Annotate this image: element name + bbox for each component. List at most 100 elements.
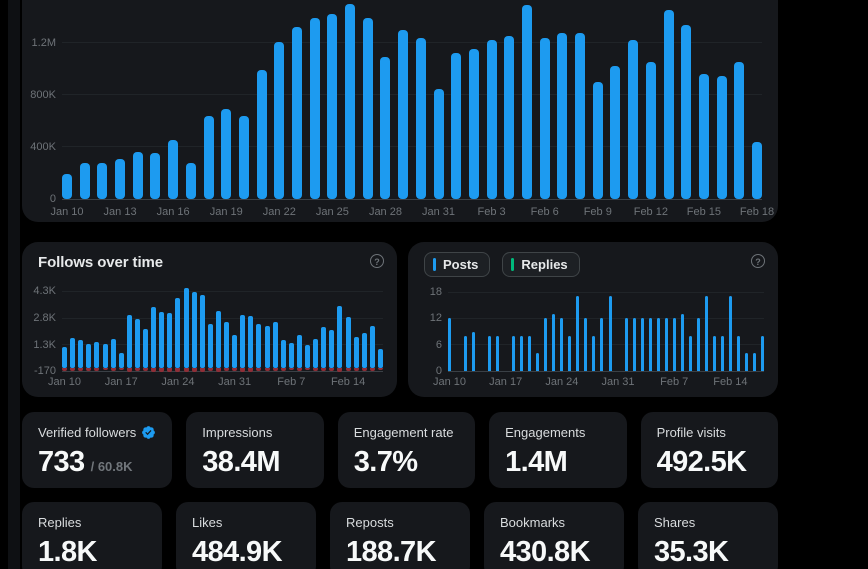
unfollows-bar[interactable] bbox=[78, 367, 84, 371]
posts-bar[interactable] bbox=[496, 335, 500, 371]
impressions-bar[interactable] bbox=[362, 18, 373, 199]
impressions-bar[interactable] bbox=[451, 53, 462, 199]
impressions-bar[interactable] bbox=[486, 40, 497, 199]
follows-bar[interactable] bbox=[70, 337, 76, 368]
unfollows-bar[interactable] bbox=[321, 367, 327, 371]
impressions-bar[interactable] bbox=[97, 162, 108, 199]
impressions-bar[interactable] bbox=[256, 70, 267, 199]
unfollows-bar[interactable] bbox=[264, 367, 270, 371]
unfollows-bar[interactable] bbox=[62, 367, 67, 371]
impressions-bar[interactable] bbox=[539, 37, 550, 199]
impressions-bar[interactable] bbox=[132, 152, 143, 199]
impressions-bar[interactable] bbox=[645, 62, 656, 199]
legend-chip-posts[interactable]: Posts bbox=[424, 252, 491, 277]
follows-bar[interactable] bbox=[224, 322, 230, 368]
follows-bar[interactable] bbox=[207, 323, 213, 368]
posts-bar[interactable] bbox=[728, 296, 732, 371]
posts-bar[interactable] bbox=[761, 335, 764, 371]
follows-bar[interactable] bbox=[134, 318, 140, 368]
posts-bar[interactable] bbox=[448, 318, 451, 371]
impressions-bar[interactable] bbox=[752, 141, 762, 199]
unfollows-bar[interactable] bbox=[272, 367, 278, 372]
posts-bar[interactable] bbox=[560, 318, 564, 371]
posts-bar[interactable] bbox=[472, 331, 476, 371]
impressions-bar[interactable] bbox=[716, 76, 727, 199]
impressions-bar[interactable] bbox=[575, 32, 586, 199]
impressions-bar[interactable] bbox=[203, 115, 214, 199]
follows-bar[interactable] bbox=[264, 326, 270, 368]
impressions-bar[interactable] bbox=[504, 36, 515, 199]
follows-bar[interactable] bbox=[94, 341, 100, 368]
unfollows-bar[interactable] bbox=[224, 367, 230, 372]
follows-bar[interactable] bbox=[329, 330, 335, 368]
posts-bar[interactable] bbox=[672, 318, 676, 371]
unfollows-bar[interactable] bbox=[361, 367, 367, 371]
posts-bar[interactable] bbox=[632, 318, 636, 371]
posts-bar[interactable] bbox=[568, 335, 572, 371]
posts-bar[interactable] bbox=[552, 313, 556, 371]
impressions-bar[interactable] bbox=[433, 88, 444, 199]
follows-bar[interactable] bbox=[321, 327, 327, 368]
follows-bar[interactable] bbox=[272, 321, 278, 368]
follows-bar[interactable] bbox=[232, 335, 238, 368]
unfollows-bar[interactable] bbox=[159, 367, 165, 372]
follows-bar[interactable] bbox=[126, 314, 132, 368]
impressions-bar[interactable] bbox=[734, 62, 745, 199]
posts-bar[interactable] bbox=[664, 318, 668, 371]
unfollows-bar[interactable] bbox=[215, 367, 221, 372]
posts-bar[interactable] bbox=[488, 335, 492, 371]
posts-bar[interactable] bbox=[512, 335, 516, 371]
unfollows-bar[interactable] bbox=[288, 367, 294, 371]
posts-bar[interactable] bbox=[680, 313, 684, 371]
unfollows-bar[interactable] bbox=[296, 367, 302, 371]
follows-bar[interactable] bbox=[345, 317, 351, 368]
follows-bar[interactable] bbox=[159, 311, 165, 368]
posts-bar[interactable] bbox=[544, 318, 548, 371]
posts-bar[interactable] bbox=[608, 296, 612, 371]
follows-bar[interactable] bbox=[62, 346, 67, 368]
unfollows-bar[interactable] bbox=[110, 367, 116, 371]
follows-bar[interactable] bbox=[353, 336, 359, 368]
unfollows-bar[interactable] bbox=[175, 367, 181, 373]
impressions-bar[interactable] bbox=[698, 74, 709, 199]
unfollows-bar[interactable] bbox=[305, 367, 311, 371]
posts-bar[interactable] bbox=[720, 335, 724, 371]
unfollows-bar[interactable] bbox=[329, 367, 335, 371]
follows-bar[interactable] bbox=[240, 314, 246, 368]
impressions-bar[interactable] bbox=[115, 158, 126, 199]
unfollows-bar[interactable] bbox=[240, 367, 246, 372]
impressions-bar[interactable] bbox=[62, 174, 72, 199]
follows-bar[interactable] bbox=[256, 323, 262, 368]
follows-bar[interactable] bbox=[337, 305, 343, 368]
unfollows-bar[interactable] bbox=[280, 367, 286, 371]
posts-bar[interactable] bbox=[536, 353, 540, 371]
unfollows-bar[interactable] bbox=[102, 367, 108, 371]
unfollows-bar[interactable] bbox=[126, 367, 132, 372]
unfollows-bar[interactable] bbox=[353, 367, 359, 371]
follows-bar[interactable] bbox=[280, 340, 286, 368]
follows-bar[interactable] bbox=[361, 332, 367, 368]
unfollows-bar[interactable] bbox=[378, 367, 383, 371]
unfollows-bar[interactable] bbox=[207, 367, 213, 372]
posts-bar[interactable] bbox=[584, 318, 588, 371]
impressions-bar[interactable] bbox=[345, 3, 356, 199]
posts-bar[interactable] bbox=[520, 335, 524, 371]
impressions-bar[interactable] bbox=[522, 5, 532, 199]
posts-bar[interactable] bbox=[464, 335, 468, 371]
impressions-bar[interactable] bbox=[628, 40, 639, 199]
impressions-bar[interactable] bbox=[309, 18, 320, 199]
impressions-bar[interactable] bbox=[292, 27, 302, 199]
posts-bar[interactable] bbox=[744, 353, 748, 371]
unfollows-bar[interactable] bbox=[313, 367, 319, 371]
impressions-bar[interactable] bbox=[327, 14, 338, 199]
follows-bar[interactable] bbox=[102, 343, 108, 368]
posts-bar[interactable] bbox=[696, 318, 700, 371]
posts-bar[interactable] bbox=[624, 318, 628, 371]
impressions-bar[interactable] bbox=[168, 140, 179, 199]
posts-bar[interactable] bbox=[600, 318, 604, 371]
posts-bar[interactable] bbox=[592, 335, 596, 371]
posts-bar[interactable] bbox=[528, 335, 532, 371]
follows-bar[interactable] bbox=[199, 294, 205, 368]
follows-bar[interactable] bbox=[78, 340, 84, 368]
impressions-bar[interactable] bbox=[681, 24, 692, 199]
